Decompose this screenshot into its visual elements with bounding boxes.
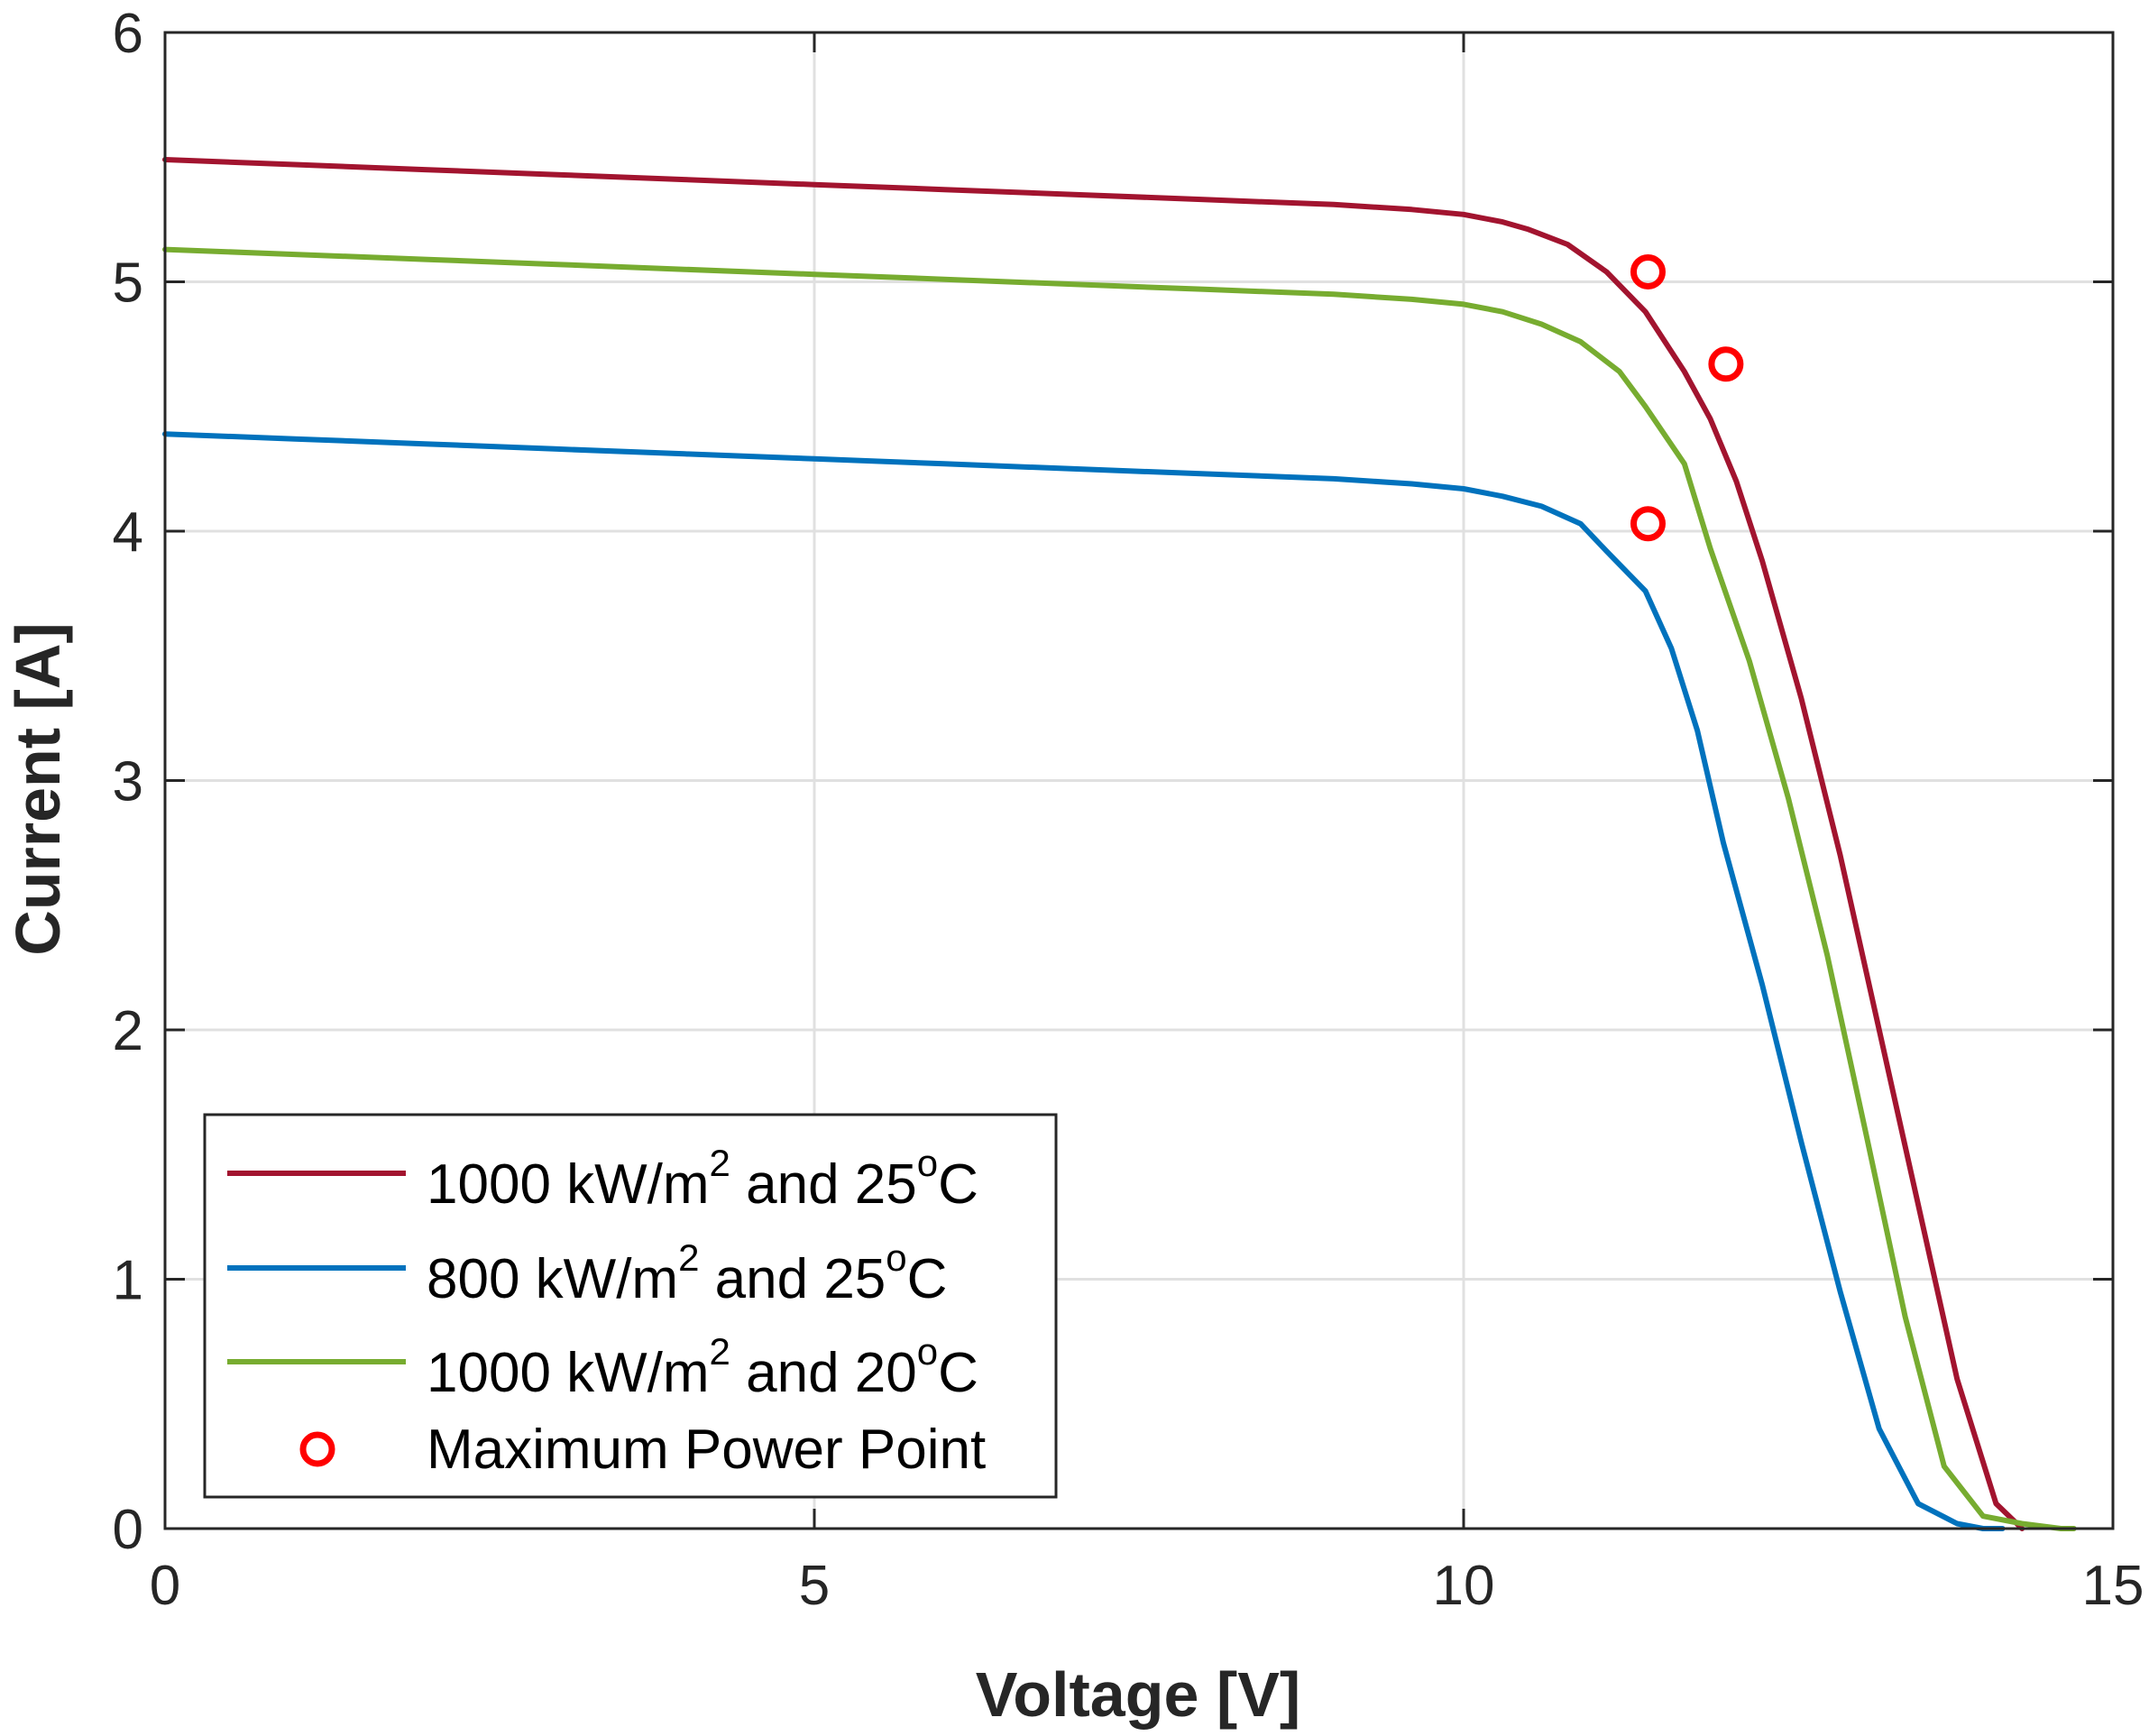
series-lines (162, 157, 2077, 1531)
mpp-marker-1 (1630, 253, 1666, 289)
legend-label-series-1: 1000 kW/m2 and 25oC (427, 1142, 978, 1216)
y-tick-label-4: 4 (113, 501, 143, 564)
series-line-1 (162, 157, 2025, 1531)
x-tick-label-1: 5 (799, 1555, 830, 1617)
legend: 1000 kW/m2 and 25oC 800 kW/m2 and 25oC 1… (203, 1113, 1058, 1499)
x-axis-title: Voltage [V] (976, 1659, 1300, 1730)
legend-label-mpp: Maximum Power Point (427, 1419, 986, 1481)
series-line-2 (162, 431, 2006, 1531)
y-tick-label-2: 2 (113, 1000, 143, 1062)
mpp-markers (1630, 253, 1744, 542)
legend-label-series-2: 800 kW/m2 and 25oC (427, 1236, 947, 1310)
legend-marker-mpp (299, 1431, 335, 1467)
x-tick-label-2: 10 (1433, 1555, 1495, 1617)
legend-box (203, 1113, 1058, 1499)
y-tick-label-5: 5 (113, 253, 143, 315)
x-tick-label-3: 15 (2082, 1555, 2144, 1617)
axes (163, 31, 2115, 1530)
series-line-3 (162, 246, 2077, 1531)
y-axis-title: Current [A] (3, 622, 73, 955)
y-tick-label-1: 1 (113, 1250, 143, 1312)
y-tick-label-3: 3 (113, 751, 143, 813)
mpp-marker-3 (1708, 346, 1744, 382)
mpp-marker-2 (1630, 506, 1666, 542)
x-tick-label-0: 0 (150, 1555, 180, 1617)
tick-labels: 0 5 10 15 0 1 2 3 4 5 6 (113, 3, 2144, 1617)
legend-label-series-3: 1000 kW/m2 and 20oC (427, 1330, 978, 1404)
y-tick-label-6: 6 (113, 3, 143, 65)
y-tick-label-0: 0 (113, 1499, 143, 1561)
